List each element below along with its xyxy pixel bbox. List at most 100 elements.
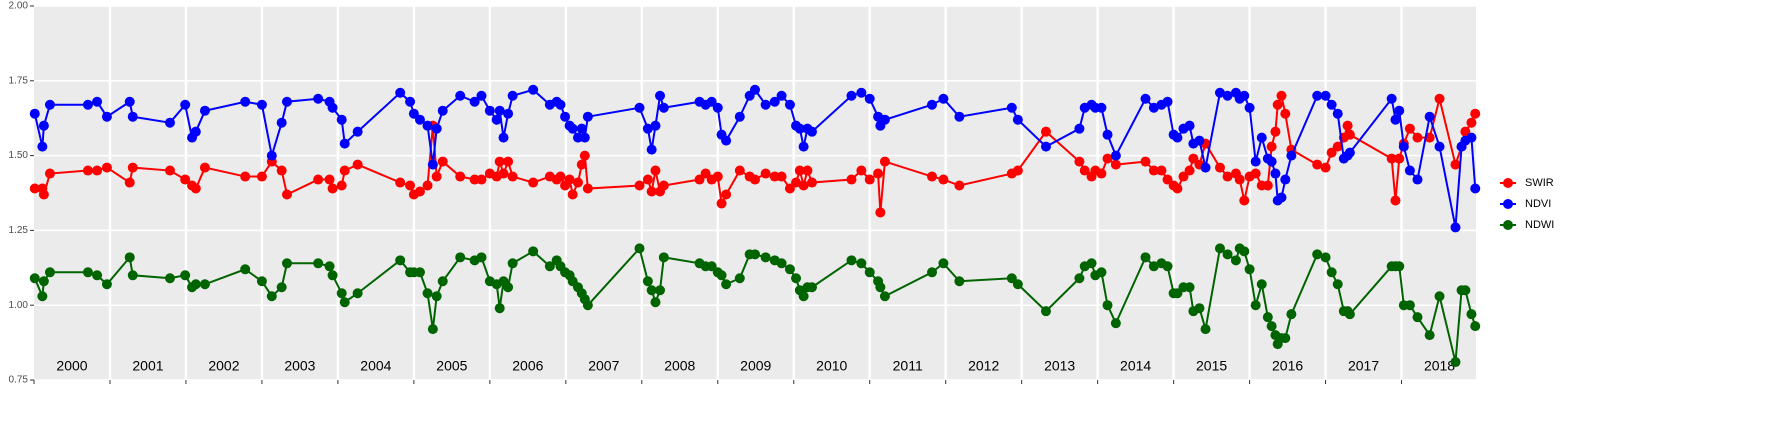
data-point [1470,183,1481,194]
data-point [1194,135,1205,146]
data-point [199,279,210,290]
data-point [469,96,480,107]
data-point [1320,252,1331,263]
data-point [856,258,867,269]
data-point [276,165,287,176]
data-point [1250,168,1261,179]
data-point [750,174,760,185]
data-point [579,132,590,143]
data-point [1320,90,1331,101]
data-point [776,171,787,182]
x-tick-label: 2011 [893,358,923,374]
data-point [1266,141,1277,152]
data-point [1079,165,1090,176]
data-point [1272,99,1283,110]
data-point [734,165,745,176]
data-point [313,258,324,269]
data-point [1162,261,1173,272]
data-point [579,150,590,161]
data-point [503,156,514,167]
data-point [802,165,813,176]
data-point [507,171,518,182]
y-tick-label: 1.75 [9,75,29,86]
data-point [806,282,817,293]
data-point [101,279,112,290]
data-point [498,168,509,179]
data-point [503,282,514,293]
data-point [1184,282,1195,293]
data-point [875,207,886,218]
data-point [873,168,884,179]
data-point [1390,195,1401,206]
data-point [1012,279,1023,290]
data-point [1450,159,1461,170]
data-point [455,171,466,182]
data-point [427,324,438,335]
data-point [1006,102,1017,113]
data-point [712,171,723,182]
data-point [528,84,539,95]
data-point [716,198,727,209]
data-point [180,99,191,110]
data-point [646,186,657,197]
data-point [864,267,875,278]
data-point [1140,252,1151,263]
data-point [240,96,251,107]
data-point [422,180,433,191]
data-point [846,255,857,266]
data-point [716,270,727,281]
data-point [1404,300,1415,311]
data-point [776,90,787,101]
data-point [642,276,653,287]
data-point [82,165,93,176]
data-point [1280,333,1291,344]
data-point [1450,357,1461,368]
data-point [199,105,210,116]
data-point [190,183,201,194]
data-point [476,252,487,263]
data-point [1200,324,1211,335]
data-point [1156,165,1167,176]
data-point [29,108,40,119]
data-point [1266,156,1277,167]
data-point [266,291,277,302]
data-point [658,180,669,191]
x-tick-label: 2012 [968,358,999,374]
data-point [1096,168,1107,179]
data-point [1096,102,1107,113]
data-point [555,99,566,110]
data-point [437,156,448,167]
data-point [37,141,48,152]
data-point [1148,165,1159,176]
data-point [1250,300,1261,311]
data-point [276,117,287,128]
data-point [29,183,40,194]
data-point [256,99,267,110]
data-point [92,270,103,281]
data-point [642,123,653,134]
data-point [1110,159,1121,170]
data-point [1342,120,1353,131]
data-point [1344,309,1355,320]
x-tick-label: 2002 [208,358,239,374]
y-tick-label: 1.50 [9,150,29,161]
data-point [324,261,335,272]
data-point [576,123,587,134]
data-point [339,165,350,176]
data-point [1404,123,1415,134]
data-point [1466,117,1477,128]
data-point [760,99,771,110]
data-point [395,177,406,188]
data-point [1040,306,1051,317]
data-point [180,270,191,281]
data-point [1344,147,1355,158]
data-point [1332,141,1343,152]
data-point [498,132,509,143]
data-point [879,114,890,125]
data-point [1412,312,1423,323]
data-point [352,288,363,299]
data-point [806,177,817,188]
data-point [327,183,338,194]
legend-marker [1503,220,1513,230]
y-tick-label: 2.00 [9,1,29,12]
